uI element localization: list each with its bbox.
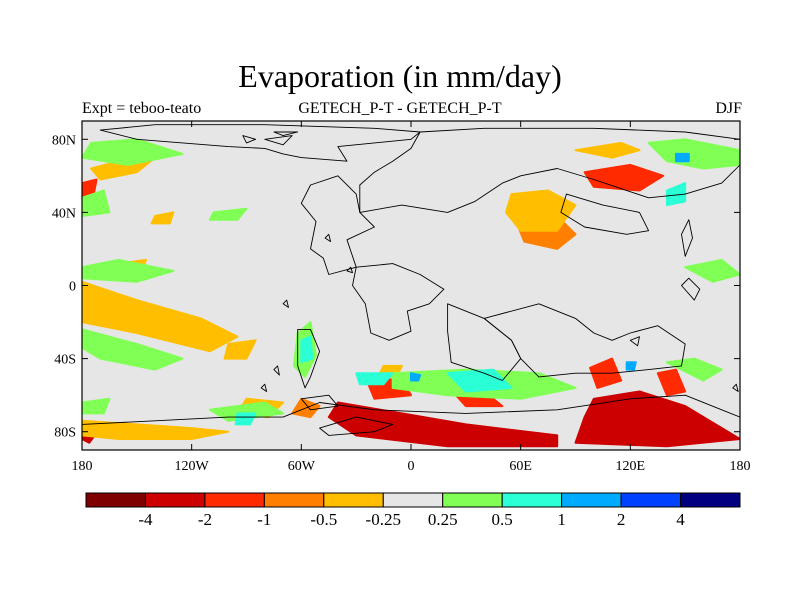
colorbar-label: 0.25	[428, 510, 458, 529]
colorbar-swatch	[263, 492, 325, 508]
colorbar-label: 0.5	[492, 510, 513, 529]
lon-tick-label: 60W	[288, 459, 316, 474]
colorbar-swatch	[204, 492, 265, 508]
season-label: DJF	[715, 100, 742, 117]
dataset-label: GETECH_P-T - GETECH_P-T	[298, 100, 502, 117]
evaporation-region	[665, 182, 687, 207]
lon-tick-label: 180	[72, 459, 93, 474]
evaporation-region	[665, 357, 723, 382]
evaporation-region	[355, 372, 394, 386]
coastline	[324, 233, 332, 243]
colorbar-swatch	[382, 492, 444, 508]
colorbar-swatch	[680, 492, 741, 508]
coastline	[297, 328, 321, 389]
coastline	[346, 266, 353, 274]
evaporation-region	[675, 152, 690, 163]
evaporation-field-layer	[82, 138, 740, 448]
colorbar-swatch	[561, 492, 622, 508]
map-axes: 180 120W 60W 0 60E 120E 180 80N 40N 0 40S 80S	[52, 121, 751, 474]
colorbar-swatch	[85, 492, 146, 508]
colorbar-label: 4	[676, 510, 685, 529]
coastline	[681, 219, 693, 257]
evaporation-region	[82, 258, 175, 283]
coastline	[483, 303, 686, 378]
lon-tick-label: 120W	[175, 459, 210, 474]
evaporation-region	[656, 368, 687, 397]
colorbar-swatch	[501, 492, 563, 508]
coastline	[99, 124, 421, 162]
colorbar-swatch	[620, 492, 682, 508]
evaporation-region	[150, 211, 175, 225]
coastline	[82, 394, 740, 450]
evaporation-region	[208, 207, 248, 221]
colorbar-label: -4	[138, 510, 153, 529]
coastline	[273, 365, 280, 376]
colorbar-label: -0.5	[310, 510, 337, 529]
evaporation-region	[647, 138, 740, 170]
coastline	[352, 263, 445, 341]
lat-tick-label: 40S	[54, 353, 76, 368]
coastline	[282, 299, 289, 308]
coastline	[273, 131, 299, 137]
lat-tick-label: 80N	[52, 133, 76, 148]
evaporation-region	[82, 138, 184, 166]
colorbar-label: 1	[557, 510, 566, 529]
evaporation-region	[327, 401, 559, 448]
lon-tick-label: 60E	[509, 459, 532, 474]
coastline	[681, 277, 701, 301]
evaporation-region	[82, 189, 111, 217]
coastline	[300, 394, 339, 411]
evaporation-region	[625, 361, 637, 371]
coastline	[242, 135, 257, 144]
lon-tick-label: 120E	[616, 459, 646, 474]
lat-tick-label: 40N	[52, 206, 76, 221]
colorbar-swatch	[144, 492, 206, 508]
colorbar-swatch	[442, 492, 503, 508]
coastline	[732, 383, 739, 392]
evaporation-region	[574, 141, 641, 159]
evaporation-region	[82, 419, 230, 440]
coastline	[260, 383, 268, 392]
evaporation-region	[583, 163, 665, 192]
evaporation-region	[82, 397, 111, 415]
lon-tick-label: 0	[408, 459, 415, 474]
evaporation-region	[82, 280, 239, 353]
evaporation-region	[505, 189, 577, 232]
coastline	[629, 336, 640, 347]
evaporation-region	[684, 258, 740, 283]
colorbar-label: -2	[198, 510, 212, 529]
evaporation-region	[300, 335, 314, 364]
colorbar-label: -1	[257, 510, 271, 529]
colorbar-label: -0.25	[366, 510, 401, 529]
evaporation-region	[234, 412, 257, 426]
coastline	[319, 416, 394, 436]
evaporation-region	[82, 328, 184, 371]
coastline	[560, 193, 650, 235]
evaporation-region	[410, 372, 422, 382]
evaporation-region	[223, 339, 257, 360]
coastline-layer	[82, 124, 740, 450]
lon-tick-label: 180	[730, 459, 751, 474]
colorbar-label: 2	[617, 510, 626, 529]
evaporation-region	[574, 390, 740, 448]
colorbar: -4 -2 -1 -0.5 -0.25 0.25 0.5 1 2 4	[85, 492, 741, 529]
coastline	[264, 135, 293, 146]
lat-tick-label: 0	[69, 280, 76, 295]
coastline	[359, 127, 740, 213]
lat-tick-label: 80S	[54, 426, 76, 441]
colorbar-swatch	[323, 492, 384, 508]
map-title: Evaporation (in mm/day)	[238, 58, 562, 94]
experiment-label: Expt = teboo-teato	[82, 100, 202, 117]
